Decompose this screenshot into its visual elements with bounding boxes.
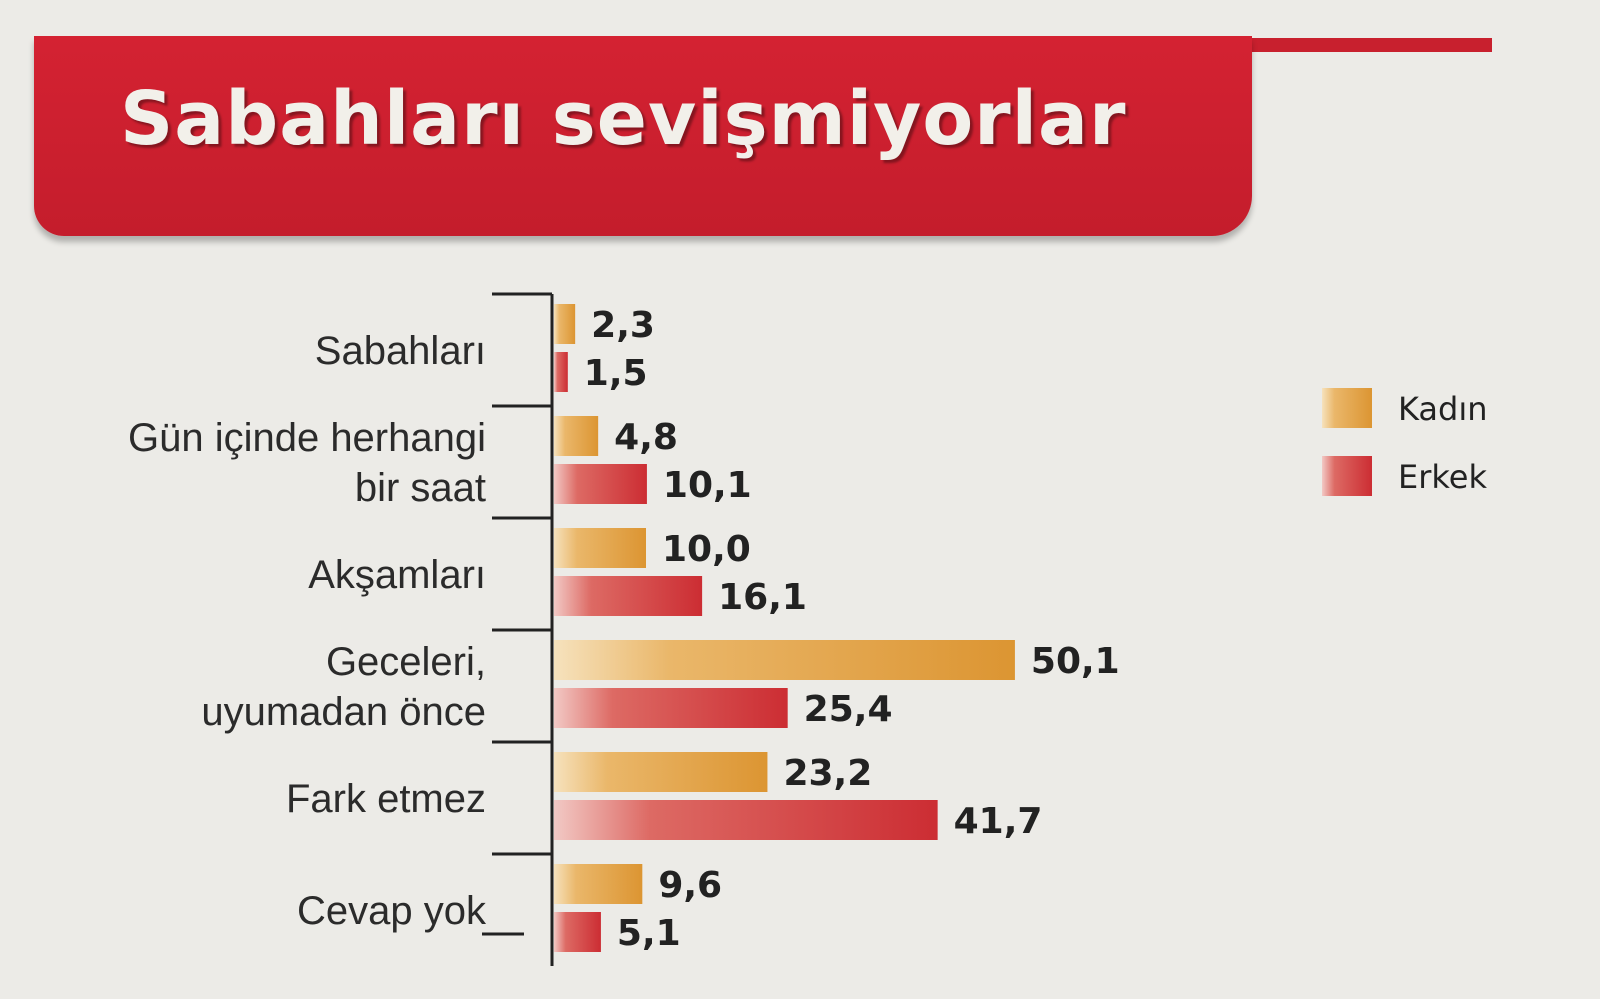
- category-axis: Sabahları Gün içinde herhangi bir saat Akşa…: [128, 292, 554, 966]
- bar-kadin: [554, 864, 643, 904]
- data-label: 4,8: [614, 417, 678, 458]
- bar-erkek: [554, 912, 601, 952]
- bar-erkek: [554, 800, 938, 840]
- data-label: 25,4: [804, 689, 893, 730]
- data-label: 10,0: [662, 529, 751, 570]
- bar-kadin: [554, 752, 768, 792]
- legend-swatch-kadin: [1322, 388, 1372, 428]
- data-label: 16,1: [718, 577, 807, 618]
- data-label: 1,5: [584, 353, 648, 394]
- page-title: Sabahları sevişmiyorlar: [120, 76, 1127, 162]
- bar-erkek: [554, 688, 788, 728]
- data-label: 5,1: [617, 913, 681, 954]
- bar-kadin: [554, 304, 576, 344]
- category-label: Akşamları: [308, 553, 486, 597]
- legend-label: Kadın: [1398, 390, 1488, 428]
- bar-kadin: [554, 640, 1015, 680]
- category-label: Sabahları: [315, 329, 486, 373]
- data-label: 9,6: [658, 865, 722, 906]
- bar-kadin: [554, 528, 646, 568]
- bar-erkek: [554, 464, 647, 504]
- category-label: Gün içinde herhangi bir saat: [128, 416, 486, 510]
- data-label: 23,2: [783, 753, 872, 794]
- data-label: 2,3: [591, 305, 655, 346]
- data-label: 10,1: [663, 465, 752, 506]
- data-label: 41,7: [954, 801, 1043, 842]
- category-label: Geceleri, uyumadan önce: [201, 640, 486, 734]
- bar-kadin: [554, 416, 599, 456]
- bar-erkek: [554, 352, 568, 392]
- data-label: 50,1: [1031, 641, 1120, 682]
- legend-label: Erkek: [1398, 458, 1487, 496]
- category-label: Fark etmez: [286, 777, 486, 821]
- bar-erkek: [554, 576, 703, 616]
- legend-swatch-erkek: [1322, 456, 1372, 496]
- bars: 2,3 1,5 4,8 10,1 10,0 16,1 50,1 25,4 23,2 41,7 9,6…: [554, 304, 1120, 954]
- legend: Kadın Erkek: [1322, 388, 1488, 496]
- title-banner: [34, 36, 1252, 236]
- category-label: Cevap yok: [297, 889, 487, 933]
